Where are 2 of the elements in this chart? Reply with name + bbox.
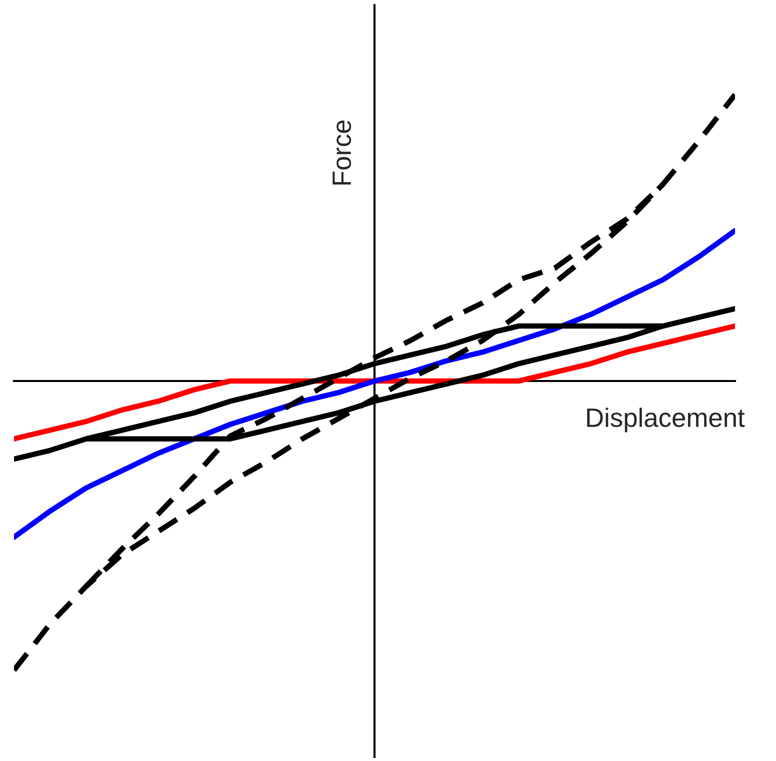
x-axis-title: Displacement [587,408,745,432]
y-axis-title: Force [332,120,352,185]
